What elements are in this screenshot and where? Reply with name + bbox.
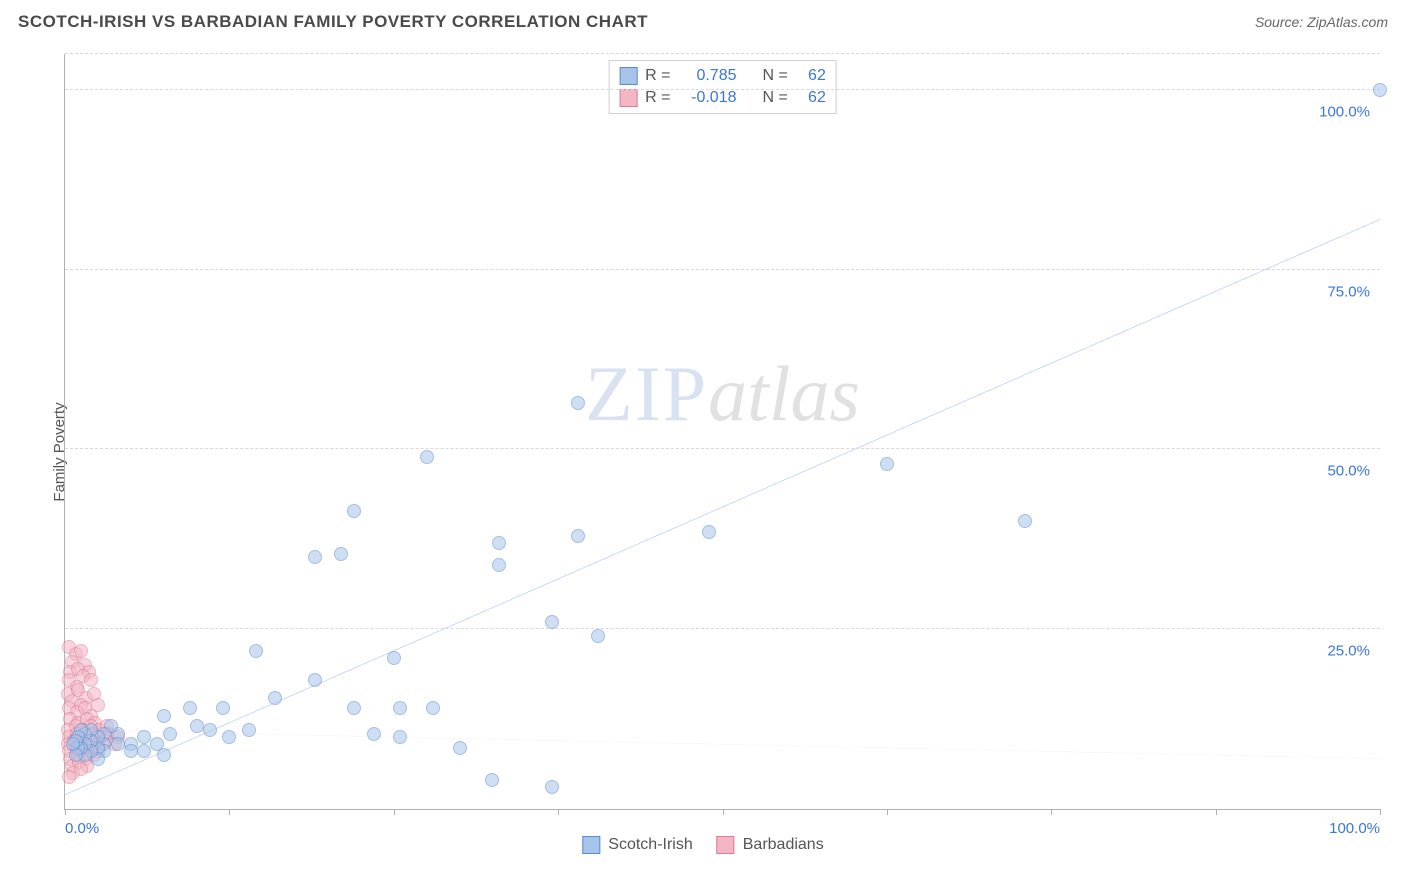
data-point bbox=[334, 547, 348, 561]
chart-title: SCOTCH-IRISH VS BARBADIAN FAMILY POVERTY… bbox=[18, 12, 648, 32]
x-tick-label: 0.0% bbox=[65, 820, 99, 837]
data-point bbox=[137, 744, 151, 758]
correlation-stats-box: R = 0.785 N = 62 R = -0.018 N = 62 bbox=[608, 60, 837, 114]
data-point bbox=[880, 457, 894, 471]
stats-row: R = 0.785 N = 62 bbox=[619, 65, 826, 87]
data-point bbox=[426, 701, 440, 715]
n-label: N = bbox=[763, 67, 788, 85]
bottom-legend: Scotch-Irish Barbadians bbox=[582, 836, 823, 854]
x-tick bbox=[558, 809, 559, 815]
data-point bbox=[124, 744, 138, 758]
gridline-h bbox=[65, 269, 1380, 270]
r-value: -0.018 bbox=[679, 89, 737, 107]
data-point bbox=[84, 673, 98, 687]
y-tick-label: 50.0% bbox=[1327, 463, 1370, 480]
x-tick bbox=[1051, 809, 1052, 815]
data-point bbox=[268, 691, 282, 705]
legend-swatch bbox=[582, 836, 600, 854]
data-point bbox=[347, 504, 361, 518]
data-point bbox=[111, 737, 125, 751]
watermark-part-a: ZIP bbox=[585, 350, 708, 437]
legend-swatch bbox=[619, 89, 637, 107]
trend-line bbox=[65, 730, 1380, 759]
data-point bbox=[183, 701, 197, 715]
data-point bbox=[591, 629, 605, 643]
n-value: 62 bbox=[796, 67, 826, 85]
watermark: ZIPatlas bbox=[585, 349, 860, 439]
legend-item: Scotch-Irish bbox=[582, 836, 692, 854]
data-point bbox=[492, 558, 506, 572]
n-label: N = bbox=[763, 89, 788, 107]
chart-source: Source: ZipAtlas.com bbox=[1255, 14, 1388, 30]
chart-container: Family Poverty ZIPatlas R =0.785N =62R =… bbox=[16, 44, 1390, 860]
y-tick-label: 25.0% bbox=[1327, 643, 1370, 660]
data-point bbox=[1373, 83, 1387, 97]
data-point bbox=[453, 741, 467, 755]
x-tick bbox=[65, 809, 66, 815]
x-tick bbox=[887, 809, 888, 815]
data-point bbox=[347, 701, 361, 715]
data-point bbox=[571, 396, 585, 410]
data-point bbox=[420, 450, 434, 464]
data-point bbox=[203, 723, 217, 737]
r-label: R = bbox=[645, 67, 670, 85]
gridline-h bbox=[65, 89, 1380, 90]
x-tick bbox=[229, 809, 230, 815]
legend-label: Barbadians bbox=[743, 836, 824, 854]
data-point bbox=[242, 723, 256, 737]
data-point bbox=[62, 770, 76, 784]
x-tick bbox=[394, 809, 395, 815]
data-point bbox=[367, 727, 381, 741]
data-point bbox=[74, 762, 88, 776]
data-point bbox=[216, 701, 230, 715]
data-point bbox=[393, 730, 407, 744]
source-prefix: Source: bbox=[1255, 14, 1307, 30]
x-tick bbox=[1380, 809, 1381, 815]
trend-lines bbox=[65, 54, 1380, 809]
data-point bbox=[545, 780, 559, 794]
source-name: ZipAtlas.com bbox=[1307, 14, 1388, 30]
data-point bbox=[308, 550, 322, 564]
legend-swatch bbox=[619, 67, 637, 85]
plot-area: ZIPatlas R = 0.785 N = 62 R = -0.018 N = 62 25.… bbox=[64, 54, 1380, 810]
data-point bbox=[571, 529, 585, 543]
data-point bbox=[492, 536, 506, 550]
data-point bbox=[91, 698, 105, 712]
x-tick bbox=[723, 809, 724, 815]
data-point bbox=[222, 730, 236, 744]
r-value: 0.785 bbox=[679, 67, 737, 85]
data-point bbox=[387, 651, 401, 665]
data-point bbox=[393, 701, 407, 715]
r-label: R = bbox=[645, 89, 670, 107]
y-tick-label: 75.0% bbox=[1327, 283, 1370, 300]
data-point bbox=[702, 525, 716, 539]
watermark-part-b: atlas bbox=[708, 350, 860, 437]
n-value: 62 bbox=[796, 89, 826, 107]
chart-header: SCOTCH-IRISH VS BARBADIAN FAMILY POVERTY… bbox=[0, 0, 1406, 38]
data-point bbox=[485, 773, 499, 787]
data-point bbox=[308, 673, 322, 687]
data-point bbox=[137, 730, 151, 744]
data-point bbox=[163, 727, 177, 741]
data-point bbox=[66, 737, 80, 751]
trend-line bbox=[65, 219, 1380, 794]
data-point bbox=[190, 719, 204, 733]
gridline-h bbox=[65, 53, 1380, 54]
stats-row: R = -0.018 N = 62 bbox=[619, 87, 826, 109]
legend-item: Barbadians bbox=[717, 836, 824, 854]
gridline-h bbox=[65, 448, 1380, 449]
legend-label: Scotch-Irish bbox=[608, 836, 692, 854]
gridline-h bbox=[65, 628, 1380, 629]
data-point bbox=[157, 709, 171, 723]
data-point bbox=[1018, 514, 1032, 528]
legend-swatch bbox=[717, 836, 735, 854]
data-point bbox=[157, 748, 171, 762]
data-point bbox=[249, 644, 263, 658]
x-tick bbox=[1216, 809, 1217, 815]
y-tick-label: 100.0% bbox=[1319, 103, 1370, 120]
data-point bbox=[545, 615, 559, 629]
x-tick-label: 100.0% bbox=[1329, 820, 1380, 837]
